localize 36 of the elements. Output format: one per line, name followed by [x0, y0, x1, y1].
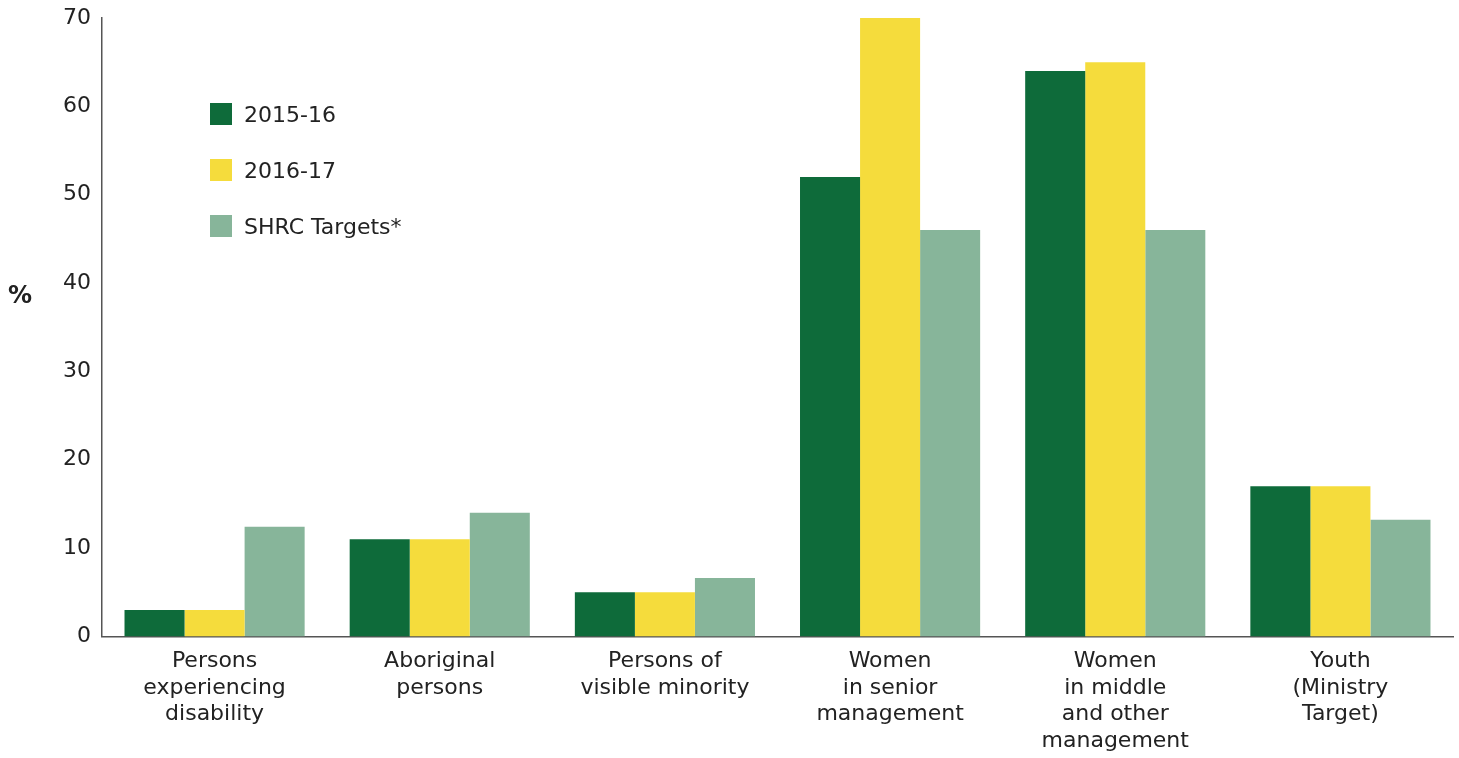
bar [920, 230, 981, 637]
bar [574, 592, 635, 637]
bar [1310, 486, 1371, 637]
y-axis-title: % [8, 281, 33, 310]
legend-label: SHRC Targets* [244, 213, 402, 239]
y-tick-label: 30 [62, 357, 91, 383]
bar [184, 609, 245, 637]
x-tick-label: Youth (Ministry Target) [1292, 647, 1389, 726]
bar [349, 539, 410, 637]
y-tick-label: 50 [62, 180, 91, 206]
bar [409, 539, 470, 637]
bar [1085, 62, 1146, 637]
x-tick-label: Women in middle and other management [1041, 647, 1190, 752]
bar [634, 592, 695, 637]
bar [244, 526, 305, 637]
bar [694, 578, 755, 637]
x-tick-label: Women in senior management [816, 647, 965, 726]
bar [1145, 230, 1206, 637]
bar [124, 609, 185, 637]
x-tick-label: Persons of visible minority [580, 647, 750, 699]
bar [800, 177, 861, 637]
y-tick-label: 10 [62, 533, 91, 559]
y-tick-label: 60 [62, 92, 91, 118]
bar [1250, 486, 1311, 637]
y-tick-label: 40 [62, 268, 91, 294]
y-tick-label: 20 [62, 445, 91, 471]
bar [469, 512, 530, 637]
legend-label: 2016-17 [244, 157, 336, 183]
legend-label: 2015-16 [244, 101, 336, 127]
y-tick-label: 0 [76, 622, 91, 648]
bar [860, 18, 921, 637]
y-tick-label: 70 [62, 3, 91, 29]
bar [1025, 71, 1086, 637]
x-tick-label: Persons experiencing disability [143, 647, 286, 726]
bar [1370, 519, 1431, 637]
x-tick-label: Aboriginal persons [384, 647, 496, 699]
